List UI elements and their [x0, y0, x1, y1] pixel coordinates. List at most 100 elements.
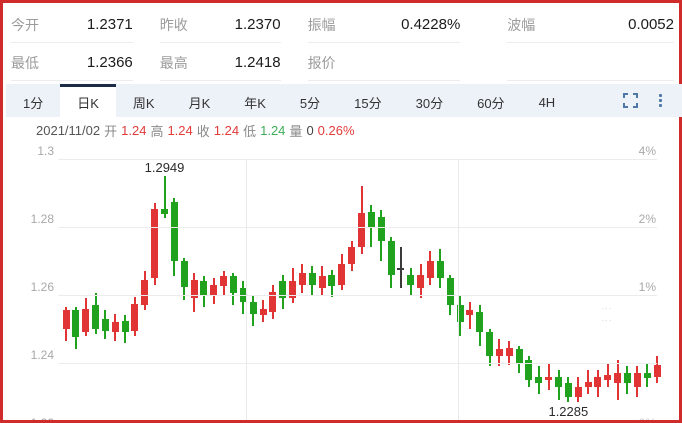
candlestick-chart[interactable]: 1.2949 1.2285 ⋮⋮ 1.3 4% 1.28 2% 1.26 1% 1.24 1.2… [6, 143, 676, 420]
candlestick [239, 288, 247, 302]
tab-15分[interactable]: 15分 [354, 95, 382, 111]
tab-日K[interactable]: 日K [60, 84, 116, 117]
tab-5分[interactable]: 5分 [299, 95, 321, 111]
candlestick [101, 318, 109, 331]
candlestick [328, 274, 336, 287]
candlestick [141, 279, 149, 306]
candlestick [505, 347, 513, 357]
candlestick [555, 376, 562, 387]
candlestick [249, 301, 257, 314]
info-segment: 1.24 [260, 122, 286, 138]
y-axis-label-price: 1.28 [30, 212, 54, 226]
candlestick [407, 274, 415, 285]
candlestick [308, 272, 316, 285]
watermark: ⋮⋮ [600, 303, 612, 327]
candlestick [426, 261, 434, 278]
chart-toolbar [622, 84, 682, 117]
quote-field-value: 0.4228% [401, 16, 461, 33]
candlestick [387, 240, 395, 275]
candlestick [279, 281, 287, 299]
candlestick [564, 383, 572, 397]
quote-field-value: 1.2371 [86, 16, 133, 33]
candle-wick [399, 247, 402, 289]
quote-field-value: 1.2366 [86, 54, 133, 71]
candlestick [486, 332, 494, 357]
tab-月K[interactable]: 月K [188, 95, 211, 111]
tab-周K[interactable]: 周K [132, 95, 155, 111]
candlestick [111, 322, 119, 333]
y-axis-label-price: 1.24 [30, 348, 54, 362]
candlestick [200, 281, 208, 295]
candlestick [456, 305, 464, 323]
candlestick [348, 247, 356, 265]
candlestick [515, 349, 523, 363]
quote-field-label: 最高 [159, 54, 188, 71]
quote-cell: 报价 [307, 45, 461, 81]
price-annotation: 1.2949 [144, 160, 185, 176]
fullscreen-icon[interactable] [622, 93, 638, 109]
gridline-horizontal [58, 295, 657, 296]
candlestick [62, 310, 70, 329]
candlestick [170, 201, 178, 261]
tab-4H[interactable]: 4H [538, 94, 556, 110]
chart-plot-area[interactable]: 1.2949 1.2285 [58, 143, 661, 420]
info-segment: 量 [289, 123, 303, 139]
y-axis-label-percent: 2% [638, 212, 656, 226]
tab-30分[interactable]: 30分 [415, 95, 444, 111]
quote-summary-grid: 今开 1.2371 昨收 1.2370 振幅 0.4228% 波幅 0.0052 最低 1.236… [6, 5, 674, 81]
kebab-menu-icon[interactable] [652, 93, 668, 109]
candlestick [623, 373, 631, 384]
info-segment: 2021/11/02 [36, 122, 101, 138]
quote-field-label: 振幅 [307, 16, 336, 33]
candlestick [210, 284, 218, 295]
quote-field-label: 最低 [11, 54, 39, 71]
candlestick [584, 381, 592, 387]
quote-field-label: 报价 [307, 54, 336, 71]
quote-cell: 昨收 1.2370 [159, 7, 281, 43]
candlestick [574, 386, 582, 397]
candlestick [653, 364, 661, 377]
candlestick [229, 276, 237, 294]
info-segment: 低 [243, 123, 257, 139]
tab-年K[interactable]: 年K [244, 95, 266, 111]
ohlc-info-line: 2021/11/02 开 1.24 高 1.24 收 1.24 低 1.24 量 0 0.26% [6, 119, 682, 141]
info-segment: 0.26% [317, 122, 355, 138]
candlestick [161, 209, 168, 215]
price-annotation: 1.2285 [548, 404, 589, 420]
candlestick [476, 312, 484, 333]
gridline-vertical [246, 159, 247, 420]
quote-field-value: 1.2418 [234, 54, 281, 71]
info-segment: 1.24 [121, 122, 147, 138]
y-axis-label-price: 1.26 [30, 280, 54, 294]
candlestick [121, 320, 129, 333]
quote-cell: 波幅 0.0052 [507, 7, 674, 43]
candlestick [466, 310, 474, 316]
gridline-horizontal [58, 159, 657, 160]
quote-cell: 振幅 0.4228% [307, 7, 461, 43]
tab-60分[interactable]: 60分 [477, 95, 505, 111]
candlestick [318, 276, 326, 289]
info-segment: 1.24 [167, 122, 193, 138]
info-segment: 高 [150, 123, 164, 139]
tab-1分[interactable]: 1分 [23, 95, 44, 111]
candlestick [180, 261, 188, 287]
info-segment: 开 [104, 123, 118, 139]
candlestick [633, 373, 641, 387]
candlestick [545, 376, 553, 380]
candlestick [643, 373, 651, 379]
candlestick [259, 308, 267, 316]
candlestick [220, 276, 228, 287]
y-axis-label-percent: 1% [638, 280, 656, 294]
quote-field-label: 波幅 [507, 16, 536, 33]
period-tab-bar: 1分 日K 周K 月K 年K 5分 15分 30分 60分 4H [6, 84, 682, 117]
quote-field-value: 0.0052 [628, 16, 674, 33]
candlestick [289, 281, 297, 299]
candlestick [72, 310, 80, 338]
info-segment: 1.24 [213, 122, 240, 138]
y-axis-label-price: 1.3 [37, 144, 54, 158]
candlestick [535, 376, 543, 384]
candlestick [298, 272, 306, 285]
candlestick [594, 376, 602, 387]
quote-row: 最低 1.2366 最高 1.2418 报价 [6, 43, 674, 81]
y-axis-label-percent: 4% [638, 144, 656, 158]
